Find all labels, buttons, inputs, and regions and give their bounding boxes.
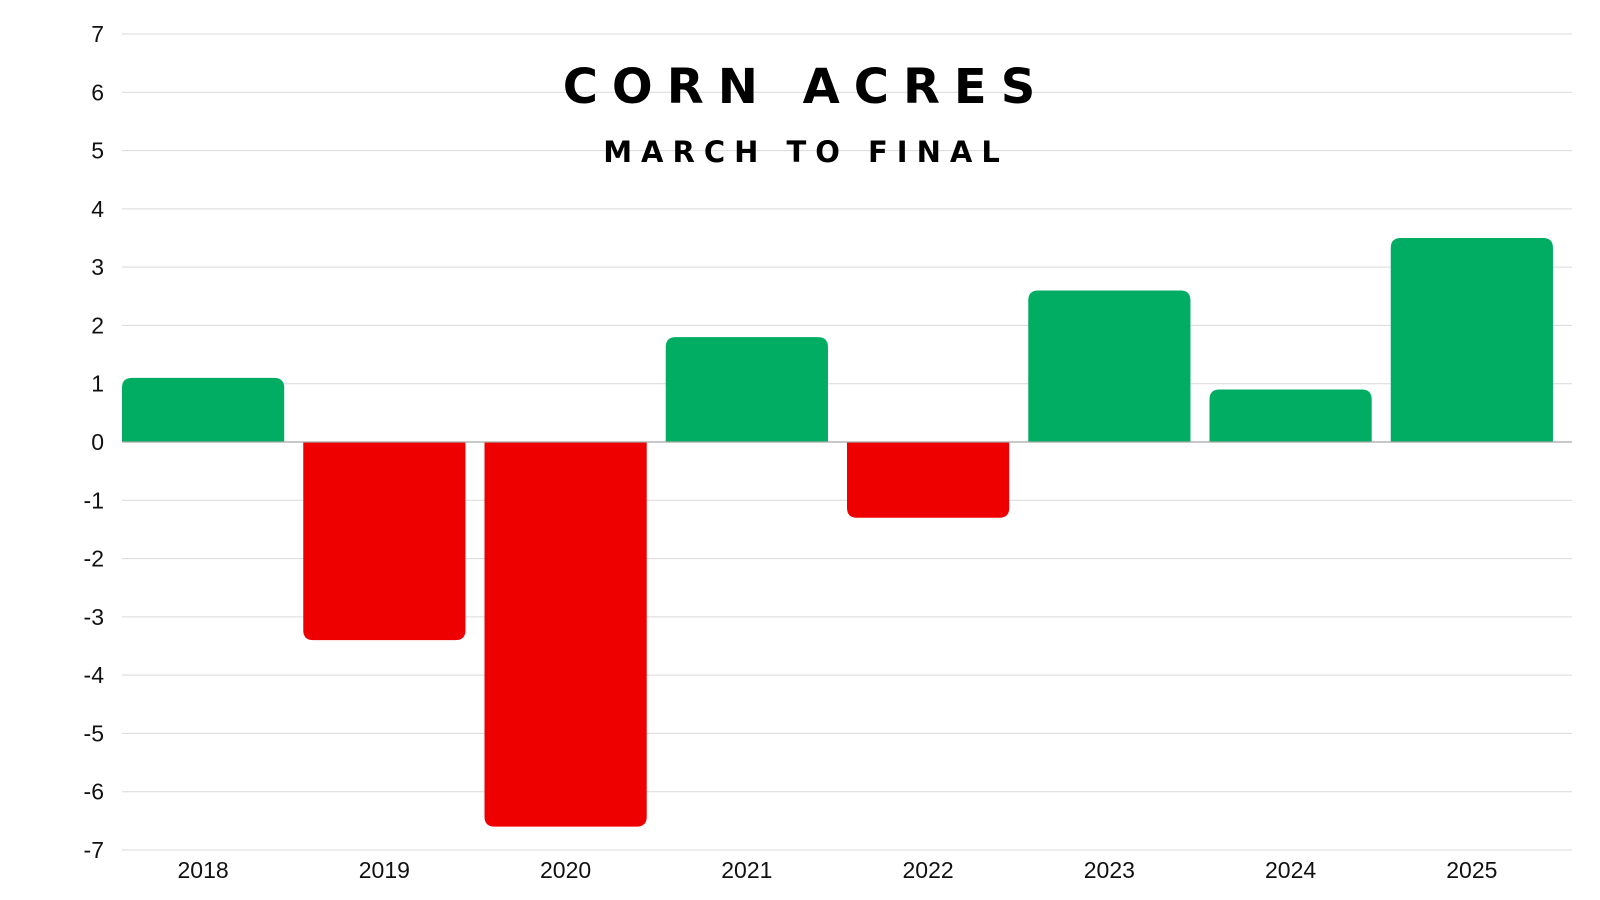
bars <box>122 238 1553 827</box>
x-tick-label: 2025 <box>1446 857 1497 883</box>
bar-2022 <box>847 442 1010 518</box>
x-tick-label: 2023 <box>1084 857 1135 883</box>
y-tick-label: 4 <box>91 196 104 222</box>
x-tick-label: 2018 <box>178 857 229 883</box>
y-tick-label: -4 <box>84 662 105 688</box>
x-tick-label: 2022 <box>903 857 954 883</box>
y-tick-label: -1 <box>84 487 104 513</box>
bar-2023 <box>1028 290 1191 442</box>
y-tick-label: 6 <box>91 79 104 105</box>
y-tick-label: 2 <box>91 312 104 338</box>
x-tick-label: 2024 <box>1265 857 1316 883</box>
y-tick-label: -3 <box>84 604 104 630</box>
y-tick-label: 7 <box>91 21 104 47</box>
y-tick-label: -7 <box>84 837 104 863</box>
x-axis-ticks: 2018 2019 2020 2021 2022 2023 2024 2025 <box>178 857 1498 883</box>
bar-2020 <box>484 442 647 827</box>
x-tick-label: 2019 <box>359 857 410 883</box>
bar-2018 <box>122 377 285 442</box>
y-tick-label: 5 <box>91 138 104 164</box>
bar-2024 <box>1209 389 1372 442</box>
chart-title: CORN ACRES <box>563 59 1050 115</box>
bar-2025 <box>1390 238 1553 442</box>
y-tick-label: 3 <box>91 254 104 280</box>
y-tick-label: -2 <box>84 546 104 572</box>
y-tick-label: 0 <box>91 429 104 455</box>
y-tick-label: 1 <box>91 371 104 397</box>
x-tick-label: 2021 <box>721 857 772 883</box>
y-axis-ticks: -7 -6 -5 -4 -3 -2 -1 0 1 2 3 4 5 6 7 <box>84 21 105 863</box>
bar-2019 <box>303 442 466 641</box>
bar-2021 <box>665 337 828 442</box>
y-tick-label: -5 <box>84 720 104 746</box>
y-tick-label: -6 <box>84 779 104 805</box>
x-tick-label: 2020 <box>540 857 591 883</box>
chart-subtitle: MARCH TO FINAL <box>603 135 1009 169</box>
